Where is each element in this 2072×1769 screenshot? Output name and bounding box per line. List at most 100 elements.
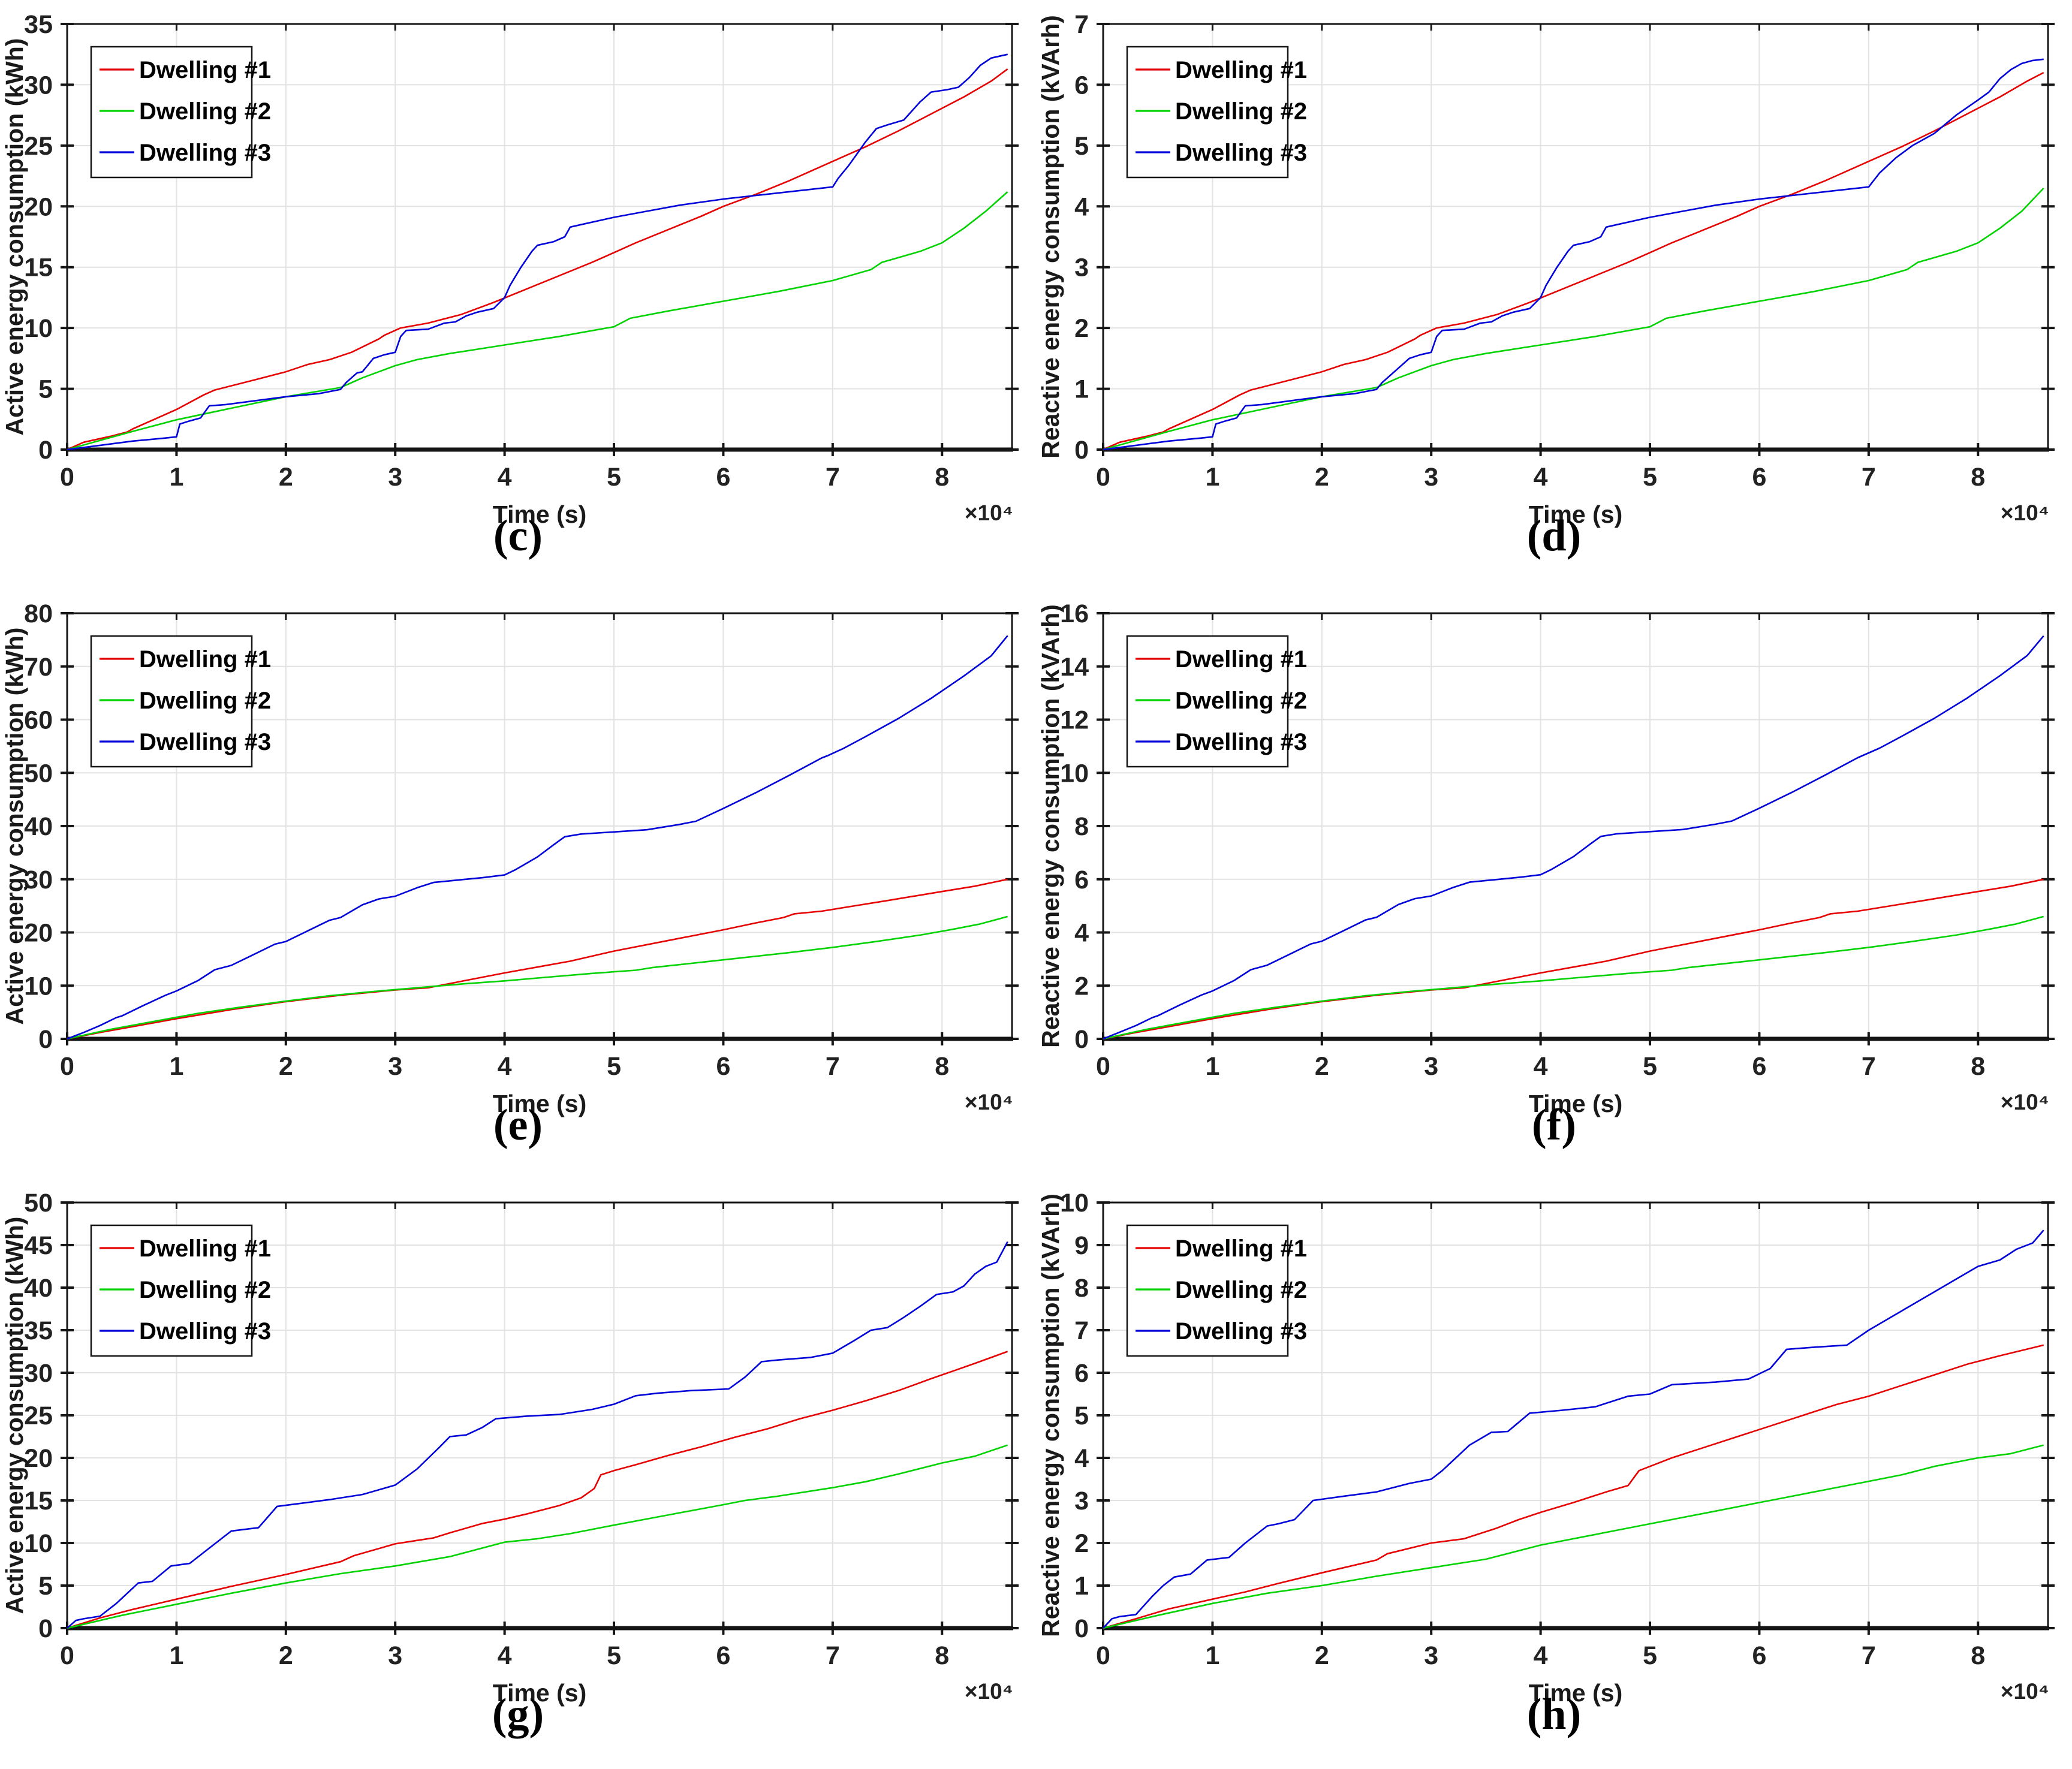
x-tick-label: 0 xyxy=(60,1052,74,1081)
plot-h: 0 1 2 3 4 5 6 7 8 0 1 2 3 4 5 6 7 8 9 10 Time (s) ×10⁴ Reactiv… xyxy=(1037,1189,2055,1707)
x-axis-multiplier: ×10⁴ xyxy=(965,501,1013,525)
y-axis-title: Reactive energy consumption (kVArh) xyxy=(1037,1194,1064,1637)
series-group xyxy=(67,1241,1008,1629)
axes: 0 1 2 3 4 5 6 7 8 0 1 2 3 4 5 6 7 Time (s) ×10⁴ Reactive en… xyxy=(1037,10,2055,528)
legend-entry-label: Dwelling #2 xyxy=(139,98,271,125)
y-tick-label: 35 xyxy=(24,10,53,39)
y-tick-label: 9 xyxy=(1074,1231,1089,1260)
y-tick-label: 8 xyxy=(1074,1274,1089,1303)
legend-entry-label: Dwelling #1 xyxy=(1175,646,1307,673)
y-tick-label: 4 xyxy=(1074,919,1089,948)
y-tick-label: 4 xyxy=(1074,192,1089,221)
legend: Dwelling #1 Dwelling #2 Dwelling #3 xyxy=(90,46,271,179)
y-tick-label: 20 xyxy=(24,919,53,948)
legend-box xyxy=(90,1224,253,1357)
x-tick-label: 6 xyxy=(1752,1641,1766,1670)
legend-box xyxy=(90,635,253,768)
series-dwelling-2 xyxy=(1103,188,2044,451)
legend-entry-label: Dwelling #3 xyxy=(1175,1318,1307,1345)
x-tick-label: 1 xyxy=(169,1052,183,1081)
legend: Dwelling #1 Dwelling #2 Dwelling #3 xyxy=(90,635,271,768)
legend-entry-label: Dwelling #3 xyxy=(1175,729,1307,755)
y-tick-label: 7 xyxy=(1074,1316,1089,1345)
y-tick-label: 2 xyxy=(1074,972,1089,1000)
x-tick-label: 6 xyxy=(1752,463,1766,492)
axes: 0 1 2 3 4 5 6 7 8 0 1 2 3 4 5 6 7 8 9 10 Time (s) ×10⁴ Reactiv… xyxy=(1037,1189,2055,1707)
x-axis-title: Time (s) xyxy=(1529,1679,1622,1707)
x-tick-label: 7 xyxy=(826,1641,840,1670)
x-tick-label: 7 xyxy=(826,1052,840,1081)
legend-entry-label: Dwelling #2 xyxy=(1175,1277,1307,1303)
x-tick-label: 0 xyxy=(1096,1052,1110,1081)
series-group xyxy=(1103,635,2044,1040)
x-tick-label: 3 xyxy=(1424,1641,1438,1670)
y-tick-label: 80 xyxy=(24,599,53,628)
series-dwelling-1 xyxy=(67,1351,1008,1629)
y-tick-label: 0 xyxy=(38,436,53,465)
x-tick-label: 7 xyxy=(1862,1641,1876,1670)
x-tick-label: 1 xyxy=(1205,1052,1219,1081)
x-tick-label: 1 xyxy=(1205,1641,1219,1670)
y-tick-label: 60 xyxy=(24,706,53,735)
y-tick-label: 8 xyxy=(1074,812,1089,841)
chart-panel-f: 0 1 2 3 4 5 6 7 8 0 2 4 6 8 10 12 14 16 Time (s) ×10⁴ Reacti… xyxy=(1036,589,2072,1179)
y-tick-label: 40 xyxy=(24,812,53,841)
series-dwelling-2 xyxy=(67,915,1008,1040)
series-dwelling-2 xyxy=(1103,915,2044,1040)
x-tick-label: 6 xyxy=(716,463,730,492)
legend-entry-label: Dwelling #1 xyxy=(139,57,271,83)
chart-caption-d: (d) xyxy=(1526,511,1582,560)
legend-entry-label: Dwelling #2 xyxy=(139,1277,271,1303)
x-tick-label: 0 xyxy=(1096,463,1110,492)
series-group xyxy=(67,635,1008,1040)
y-axis-title: Active energy consumption (kWh) xyxy=(1,1217,28,1614)
x-tick-label: 1 xyxy=(169,463,183,492)
y-tick-label: 20 xyxy=(24,192,53,221)
y-tick-label: 0 xyxy=(38,1614,53,1643)
y-tick-label: 10 xyxy=(24,314,53,343)
y-tick-label: 30 xyxy=(24,71,53,100)
legend-box xyxy=(1126,635,1289,768)
x-axis-multiplier: ×10⁴ xyxy=(2001,1090,2049,1114)
legend-entry-label: Dwelling #1 xyxy=(139,646,271,673)
x-tick-label: 8 xyxy=(1971,1641,1985,1670)
series-dwelling-2 xyxy=(67,1444,1008,1629)
x-axis-multiplier: ×10⁴ xyxy=(2001,1679,2049,1704)
series-dwelling-2 xyxy=(67,191,1008,451)
series-dwelling-3 xyxy=(67,635,1008,1040)
chart-panel-c: 0 1 2 3 4 5 6 7 8 0 5 10 15 20 25 30 35 Time (s) ×10⁴ Activ… xyxy=(0,0,1036,589)
legend-entry-label: Dwelling #3 xyxy=(139,729,271,755)
chart-panel-d: 0 1 2 3 4 5 6 7 8 0 1 2 3 4 5 6 7 Time (s) ×10⁴ Reactive en… xyxy=(1036,0,2072,589)
y-tick-label: 2 xyxy=(1074,314,1089,343)
legend-entry-label: Dwelling #1 xyxy=(139,1235,271,1262)
legend: Dwelling #1 Dwelling #2 Dwelling #3 xyxy=(90,1224,271,1357)
y-tick-label: 5 xyxy=(38,1572,53,1601)
series-dwelling-3 xyxy=(1103,1229,2044,1629)
y-tick-label: 5 xyxy=(1074,132,1089,161)
y-tick-label: 6 xyxy=(1074,71,1089,100)
legend-box xyxy=(90,46,253,179)
y-tick-label: 15 xyxy=(24,254,53,282)
y-tick-label: 2 xyxy=(1074,1529,1089,1558)
series-group xyxy=(67,53,1008,451)
x-tick-label: 2 xyxy=(279,463,293,492)
y-tick-label: 10 xyxy=(1060,759,1089,788)
y-tick-label: 50 xyxy=(24,759,53,788)
y-tick-label: 14 xyxy=(1060,653,1089,682)
y-tick-label: 25 xyxy=(24,1402,53,1430)
series-dwelling-1 xyxy=(67,878,1008,1040)
x-tick-label: 2 xyxy=(1315,463,1329,492)
y-tick-label: 5 xyxy=(38,375,53,404)
y-tick-label: 16 xyxy=(1060,599,1089,628)
x-tick-label: 5 xyxy=(1643,463,1657,492)
x-tick-label: 7 xyxy=(1862,463,1876,492)
x-axis-multiplier: ×10⁴ xyxy=(965,1679,1013,1704)
y-axis-title: Reactive energy consumption (kVArh) xyxy=(1037,604,1064,1048)
